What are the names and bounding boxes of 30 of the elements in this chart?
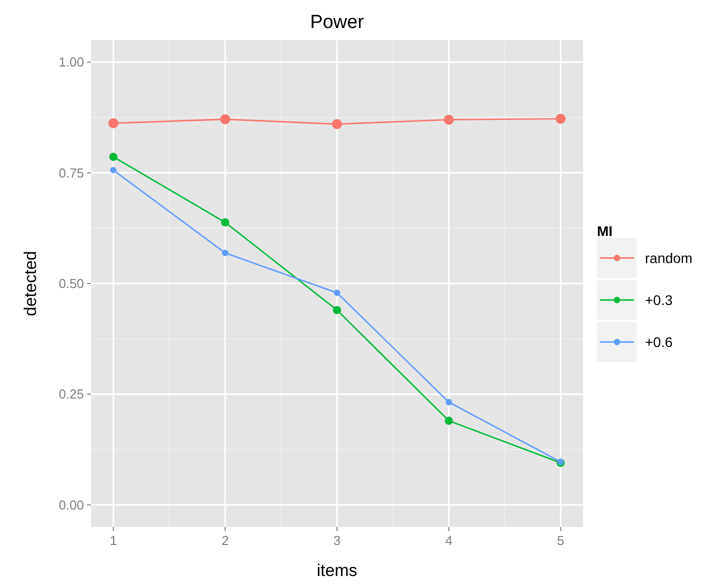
point bbox=[220, 114, 230, 124]
y-tick-label: 1.00 bbox=[58, 54, 84, 70]
y-tick-label: 0.25 bbox=[58, 386, 84, 402]
x-tick-label: 1 bbox=[110, 533, 117, 548]
point bbox=[332, 306, 342, 314]
chart-title: Power bbox=[310, 12, 365, 33]
y-tick-label: 0.50 bbox=[58, 276, 84, 292]
point bbox=[444, 416, 453, 425]
legend-label: +0.3 bbox=[645, 292, 673, 308]
x-tick-label: 2 bbox=[222, 533, 229, 548]
y-axis-title: detected bbox=[21, 250, 40, 316]
legend-label: +0.6 bbox=[645, 334, 673, 350]
legend-title: MI bbox=[597, 223, 613, 239]
x-axis-title: items bbox=[316, 561, 358, 580]
point bbox=[444, 114, 454, 125]
point bbox=[109, 152, 118, 161]
legend-label: random bbox=[645, 250, 692, 266]
y-tick-label: 0.00 bbox=[58, 497, 84, 512]
point bbox=[332, 119, 342, 130]
point bbox=[222, 250, 228, 256]
point bbox=[110, 166, 117, 174]
point bbox=[446, 398, 452, 406]
point bbox=[221, 218, 230, 227]
point bbox=[556, 114, 566, 124]
y-tick-label: 0.75 bbox=[58, 165, 84, 180]
x-tick-label: 4 bbox=[445, 533, 452, 548]
point bbox=[108, 118, 118, 128]
x-tick-label: 3 bbox=[333, 533, 341, 548]
point bbox=[334, 290, 340, 296]
x-tick-label: 5 bbox=[557, 533, 564, 548]
